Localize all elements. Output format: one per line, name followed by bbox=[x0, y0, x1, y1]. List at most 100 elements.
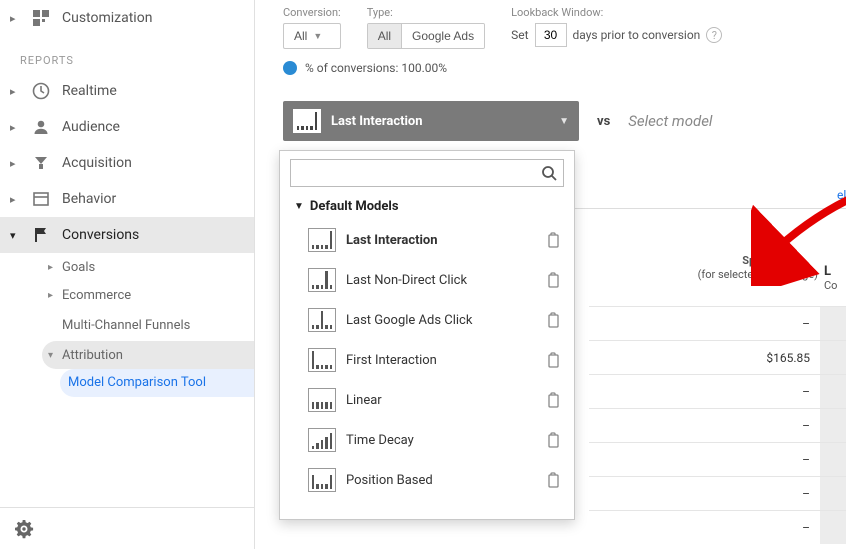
spend-cell: – bbox=[802, 521, 810, 535]
sidebar-item-customization[interactable]: ▸ Customization bbox=[0, 0, 254, 36]
model-option[interactable]: Linear bbox=[290, 380, 564, 420]
chevron-down-icon: ▾ bbox=[10, 229, 20, 242]
model-glyph-icon bbox=[308, 468, 336, 492]
copy-icon[interactable] bbox=[546, 312, 562, 328]
filter-label: Conversion: bbox=[283, 6, 341, 19]
chevron-right-icon: ▸ bbox=[10, 157, 20, 170]
copy-icon[interactable] bbox=[546, 272, 562, 288]
model-option[interactable]: Position Based bbox=[290, 460, 564, 500]
lookback-prefix: Set bbox=[511, 28, 528, 42]
copy-icon[interactable] bbox=[546, 352, 562, 368]
spend-cell: – bbox=[802, 419, 810, 433]
pct-label: % of conversions: 100.00% bbox=[305, 61, 447, 75]
copy-icon[interactable] bbox=[546, 232, 562, 248]
sidebar-item-label: Goals bbox=[62, 260, 95, 275]
behavior-icon bbox=[30, 188, 52, 210]
model-label: Last Interaction bbox=[346, 233, 536, 248]
filter-lookback: Lookback Window: Set days prior to conve… bbox=[511, 6, 722, 47]
model-label: Last Non-Direct Click bbox=[346, 273, 536, 288]
model-option[interactable]: First Interaction bbox=[290, 340, 564, 380]
sidebar-item-behavior[interactable]: ▸ Behavior bbox=[0, 181, 254, 217]
copy-icon[interactable] bbox=[546, 432, 562, 448]
sidebar-item-model-comparison-tool[interactable]: Model Comparison Tool bbox=[60, 369, 254, 397]
gear-icon[interactable] bbox=[14, 519, 34, 539]
model-glyph-icon bbox=[308, 428, 336, 452]
model-glyph-icon bbox=[308, 388, 336, 412]
customization-icon bbox=[30, 7, 52, 29]
type-option-all[interactable]: All bbox=[368, 24, 402, 48]
chevron-right-icon: ▸ bbox=[10, 193, 20, 206]
model-glyph-icon bbox=[293, 109, 321, 133]
model-label: Linear bbox=[346, 393, 536, 408]
chevron-right-icon: ▸ bbox=[10, 85, 20, 98]
sidebar-item-label: Acquisition bbox=[62, 155, 132, 171]
type-segmented: All Google Ads bbox=[367, 23, 485, 49]
table-row: – bbox=[589, 306, 846, 340]
sidebar-item-conversions[interactable]: ▾ Conversions bbox=[0, 217, 254, 253]
sidebar-item-multi-channel-funnels[interactable]: Multi-Channel Funnels bbox=[48, 309, 254, 341]
spend-cell: – bbox=[802, 453, 810, 467]
sidebar-item-label: Realtime bbox=[62, 83, 117, 99]
person-icon bbox=[30, 116, 52, 138]
select-model-placeholder[interactable]: Select model bbox=[628, 112, 712, 130]
sidebar-item-audience[interactable]: ▸ Audience bbox=[0, 109, 254, 145]
filter-type: Type: All Google Ads bbox=[367, 6, 485, 49]
row-gutter bbox=[820, 341, 846, 374]
dropdown-value: All bbox=[294, 29, 307, 43]
filter-label: Type: bbox=[367, 6, 485, 19]
model-glyph-icon bbox=[308, 268, 336, 292]
chevron-right-icon: ▸ bbox=[48, 290, 56, 301]
sidebar-item-acquisition[interactable]: ▸ Acquisition bbox=[0, 145, 254, 181]
model-option[interactable]: Last Non-Direct Click bbox=[290, 260, 564, 300]
reports-header: REPORTS bbox=[0, 36, 254, 73]
chevron-right-icon: ▸ bbox=[48, 262, 56, 273]
model-label: First Interaction bbox=[346, 353, 536, 368]
chevron-right-icon: ▸ bbox=[10, 12, 20, 25]
copy-icon[interactable] bbox=[546, 472, 562, 488]
chevron-down-icon: ▼ bbox=[313, 31, 322, 41]
lookback-input[interactable] bbox=[535, 23, 567, 47]
table-row: $165.85 bbox=[589, 340, 846, 374]
spend-cell: $165.85 bbox=[766, 351, 810, 365]
sidebar-item-goals[interactable]: ▸ Goals bbox=[48, 253, 254, 281]
model-search-input[interactable] bbox=[297, 166, 541, 181]
model-option[interactable]: Last Google Ads Click bbox=[290, 300, 564, 340]
help-icon[interactable]: ? bbox=[706, 27, 722, 43]
row-gutter bbox=[820, 375, 846, 408]
model-label: Position Based bbox=[346, 473, 536, 488]
model-glyph-icon bbox=[308, 348, 336, 372]
type-option-google-ads[interactable]: Google Ads bbox=[402, 24, 484, 48]
model-list: Last Interaction Last Non-Direct Click Las… bbox=[290, 220, 564, 500]
sidebar-item-label: Audience bbox=[62, 119, 120, 135]
chevron-down-icon: ▼ bbox=[559, 116, 569, 127]
model-option[interactable]: Time Decay bbox=[290, 420, 564, 460]
dropdown-section-header[interactable]: ▼ Default Models bbox=[294, 199, 564, 214]
conversion-dropdown[interactable]: All ▼ bbox=[283, 23, 341, 49]
main-content: Conversion: All ▼ Type: All Google Ads L… bbox=[255, 0, 846, 549]
row-gutter bbox=[820, 307, 846, 340]
table-row: – bbox=[589, 476, 846, 510]
sidebar-item-label: Ecommerce bbox=[62, 288, 131, 303]
spend-cell: – bbox=[802, 487, 810, 501]
conversions-subnav: ▸ Goals ▸ Ecommerce Multi-Channel Funnel… bbox=[0, 253, 254, 397]
row-gutter bbox=[820, 511, 846, 544]
copy-icon[interactable] bbox=[546, 392, 562, 408]
section-label: Default Models bbox=[310, 199, 399, 214]
clock-icon bbox=[30, 80, 52, 102]
row-gutter bbox=[820, 477, 846, 510]
sidebar-item-attribution[interactable]: ▾ Attribution bbox=[42, 341, 254, 369]
model-glyph-icon bbox=[308, 308, 336, 332]
model-option[interactable]: Last Interaction bbox=[290, 220, 564, 260]
model-search bbox=[290, 159, 564, 187]
model-selector[interactable]: Last Interaction ▼ bbox=[283, 101, 579, 141]
filter-conversion: Conversion: All ▼ bbox=[283, 6, 341, 49]
sidebar-item-ecommerce[interactable]: ▸ Ecommerce bbox=[48, 281, 254, 309]
sidebar-item-label: Conversions bbox=[62, 227, 139, 243]
search-icon[interactable] bbox=[541, 165, 557, 181]
row-gutter bbox=[820, 409, 846, 442]
sidebar-item-realtime[interactable]: ▸ Realtime bbox=[0, 73, 254, 109]
dot-icon bbox=[283, 61, 297, 75]
lookback-suffix: days prior to conversion bbox=[573, 28, 701, 42]
sidebar-item-label: Multi-Channel Funnels bbox=[62, 318, 190, 333]
model-bar: Last Interaction ▼ vs Select model bbox=[283, 101, 846, 141]
